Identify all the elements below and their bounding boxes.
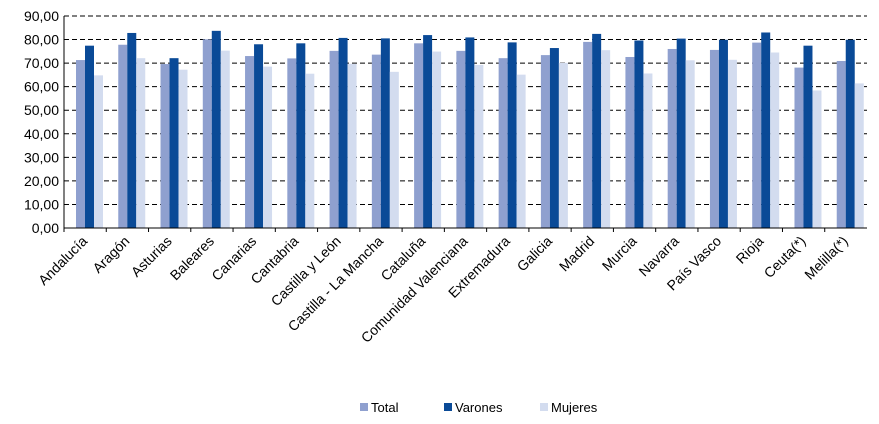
- bar-varones-15: [718, 39, 728, 229]
- bar-varones-16: [761, 32, 771, 228]
- x-category-label: Melilla(*): [801, 233, 851, 283]
- bar-varones-0: [85, 45, 94, 229]
- legend-swatch-varones: [444, 403, 452, 411]
- bar-varones-1: [127, 32, 137, 229]
- bar-mujeres-1: [136, 58, 146, 228]
- bar-total-10: [498, 58, 508, 228]
- x-category-label: Rioja: [733, 233, 767, 267]
- bar-mujeres-7: [389, 71, 399, 229]
- bar-varones-5: [296, 43, 306, 228]
- legend-label-total: Total: [371, 400, 399, 415]
- x-category-label: Murcia: [599, 233, 640, 274]
- legend-swatch-total: [360, 403, 368, 411]
- bar-total-5: [287, 58, 297, 229]
- bar-mujeres-18: [854, 83, 864, 228]
- bar-mujeres-4: [263, 66, 273, 229]
- y-tick-label: 20,00: [24, 173, 59, 189]
- bar-total-13: [625, 56, 635, 229]
- y-tick-label: 70,00: [24, 55, 59, 71]
- y-axis-tick-labels: 0,00 10,00 20,00 30,00 40,00 50,00 60,00 70,00 8…: [24, 8, 59, 236]
- bar-total-0: [76, 60, 85, 228]
- bar-varones-2: [169, 58, 179, 228]
- bar-total-17: [794, 67, 804, 228]
- bar-mujeres-6: [347, 63, 357, 228]
- bar-mujeres-14: [685, 60, 695, 229]
- bar-total-18: [836, 60, 846, 228]
- bar-mujeres-2: [178, 69, 188, 228]
- legend-swatch-mujeres: [540, 403, 548, 411]
- y-tick-label: 40,00: [24, 126, 59, 142]
- bar-mujeres-17: [812, 90, 822, 229]
- bar-total-14: [667, 48, 677, 228]
- y-tick-label: 80,00: [24, 32, 59, 48]
- y-tick-label: 0,00: [32, 220, 59, 236]
- y-tick-label: 90,00: [24, 8, 59, 24]
- bar-mujeres-13: [643, 73, 653, 228]
- bar-total-16: [752, 42, 762, 228]
- bar-varones-13: [634, 40, 644, 229]
- bar-mujeres-3: [220, 50, 230, 229]
- x-axis-category-labels: Andalucía AragónAsturiasBalearesCanariasC…: [35, 233, 851, 346]
- bar-mujeres-16: [770, 52, 780, 229]
- bar-varones-8: [423, 35, 433, 228]
- bar-total-6: [329, 50, 339, 229]
- bar-total-1: [118, 44, 128, 228]
- x-category-label: Baleares: [167, 233, 217, 283]
- y-tick-label: 30,00: [24, 149, 59, 165]
- bar-varones-14: [676, 38, 686, 228]
- bar-mujeres-8: [432, 51, 442, 228]
- bar-mujeres-10: [516, 74, 526, 228]
- bar-total-12: [583, 41, 593, 229]
- x-category-label: Ceuta(*): [761, 233, 809, 281]
- y-tick-label: 60,00: [24, 79, 59, 95]
- bar-varones-18: [845, 39, 855, 229]
- bar-total-11: [540, 55, 550, 229]
- bar-varones-7: [380, 38, 390, 228]
- bar-mujeres-9: [474, 64, 484, 229]
- bar-varones-11: [549, 48, 559, 229]
- bar-varones-17: [803, 45, 813, 229]
- bar-total-9: [456, 50, 466, 229]
- y-tick-label: 10,00: [24, 196, 59, 212]
- legend-label-mujeres: Mujeres: [551, 400, 598, 415]
- bar-varones-6: [338, 37, 348, 229]
- legend-label-varones: Varones: [455, 400, 503, 415]
- y-tick-label: 50,00: [24, 102, 59, 118]
- bar-mujeres-0: [94, 75, 103, 228]
- bar-varones-12: [592, 33, 602, 228]
- bar-total-4: [245, 56, 255, 228]
- bar-total-2: [160, 64, 170, 228]
- bar-mujeres-15: [727, 59, 737, 229]
- x-category-label: Andalucía: [35, 233, 90, 288]
- bar-total-8: [414, 43, 424, 228]
- bar-varones-4: [254, 44, 264, 229]
- bar-total-3: [202, 39, 212, 228]
- bar-mujeres-12: [601, 50, 611, 229]
- bar-varones-9: [465, 37, 475, 229]
- bar-mujeres-5: [305, 73, 315, 228]
- x-category-label: Aragón: [89, 233, 132, 276]
- bars: [63, 30, 864, 232]
- x-category-label: Galicia: [514, 233, 556, 275]
- bar-varones-10: [507, 42, 517, 229]
- bar-total-7: [371, 54, 381, 229]
- bar-varones-3: [211, 30, 221, 229]
- x-category-label: Madrid: [556, 233, 598, 275]
- legend: Total Varones Mujeres: [360, 400, 598, 415]
- bar-mujeres-11: [558, 62, 568, 229]
- bar-total-15: [709, 49, 719, 228]
